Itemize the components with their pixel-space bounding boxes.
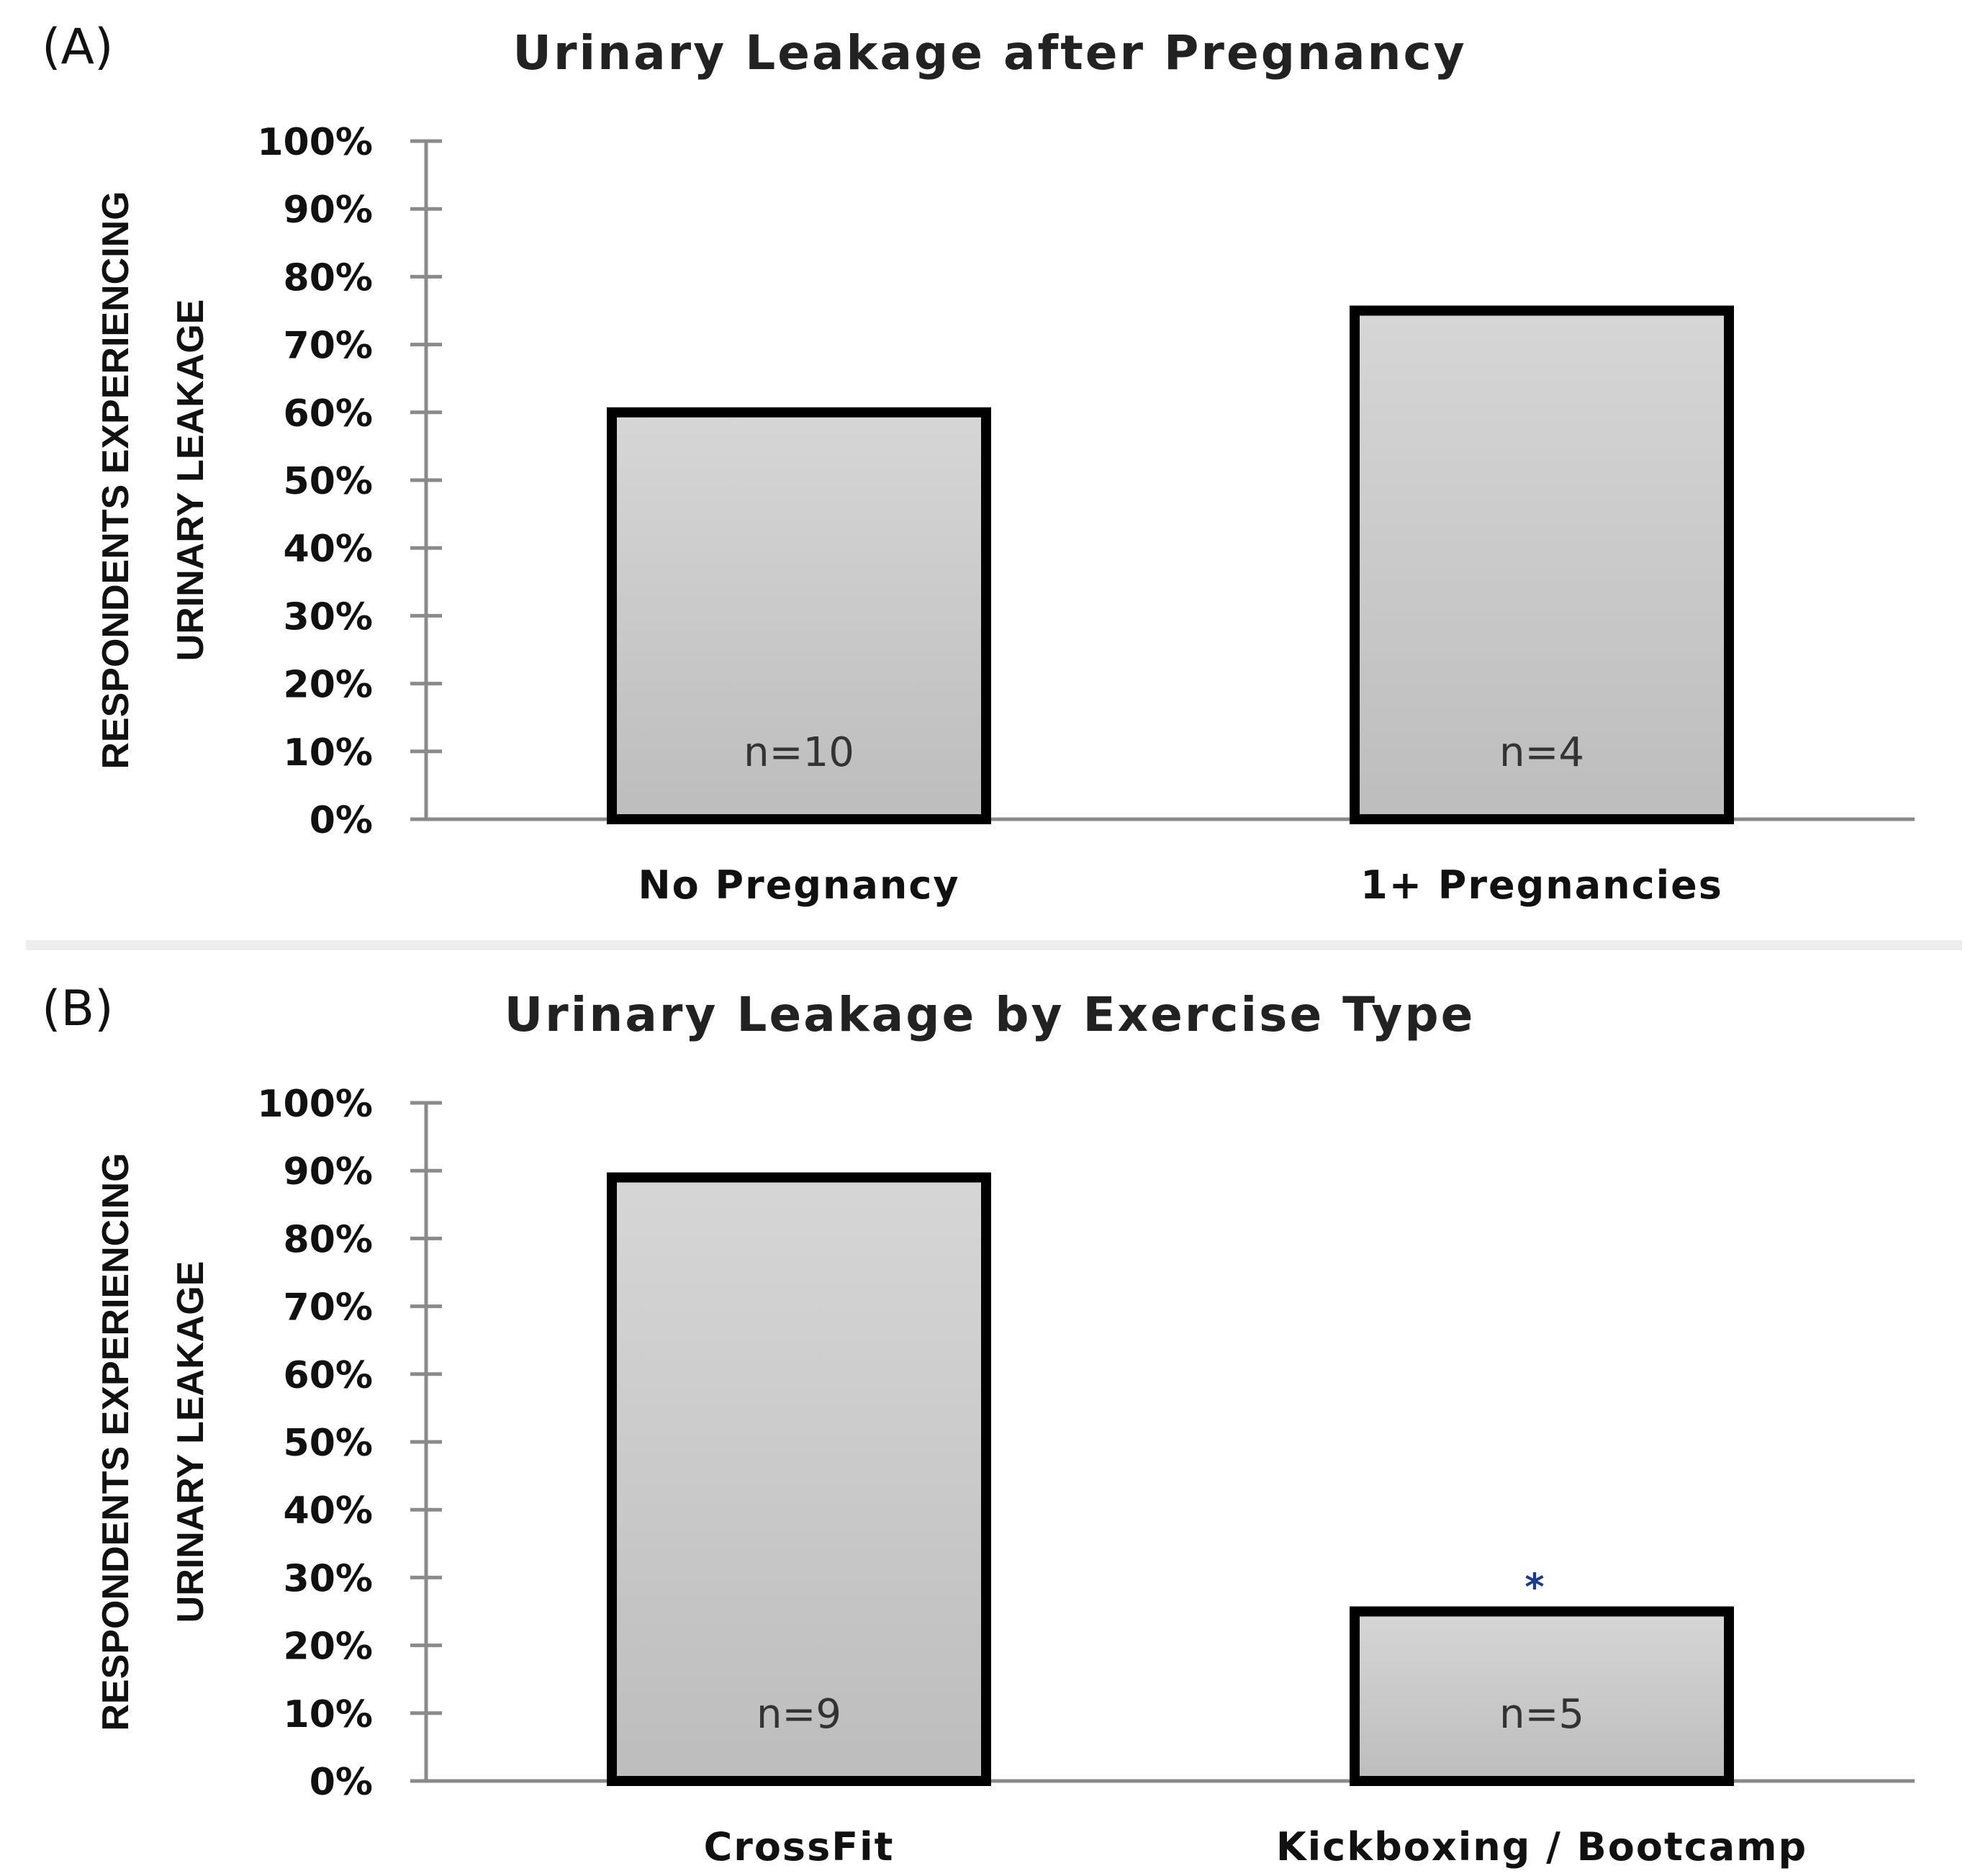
y-tick-label: 80%: [284, 256, 373, 299]
panel-divider: [26, 940, 1962, 950]
y-tick-label: 0%: [310, 799, 373, 842]
y-tick-label: 10%: [284, 1693, 373, 1736]
y-tick-label: 70%: [284, 1286, 373, 1330]
y-axis-label: RESPONDENTS EXPERIENCING URINARY LEAKAGE: [95, 191, 212, 769]
y-tick-label: 30%: [284, 595, 373, 639]
y-tick-label: 20%: [284, 664, 373, 707]
bar-1: [607, 407, 991, 824]
y-tick-label: 100%: [257, 1083, 373, 1126]
y-tick-label: 40%: [284, 528, 373, 571]
y-axis-label: RESPONDENTS EXPERIENCING URINARY LEAKAGE: [95, 1153, 212, 1731]
category-label: No Pregnancy: [638, 862, 959, 908]
y-tick-label: 90%: [284, 1150, 373, 1194]
y-axis-label-line: URINARY LEAKAGE: [170, 1261, 212, 1623]
bar-label: n=10: [744, 729, 854, 776]
y-axis-label-line: RESPONDENTS EXPERIENCING: [95, 191, 137, 769]
bar-label: n=9: [756, 1691, 841, 1738]
y-tick-label: 50%: [284, 1422, 373, 1465]
y-tick-label: 30%: [284, 1557, 373, 1600]
category-label: Kickboxing / Bootcamp: [1276, 1824, 1807, 1870]
category-label: CrossFit: [704, 1824, 895, 1870]
y-tick-label: 50%: [284, 460, 373, 503]
bar-label: n=5: [1499, 1691, 1584, 1738]
y-tick-label: 60%: [284, 392, 373, 436]
y-tick-label: 90%: [284, 189, 373, 232]
significance-marker: *: [1524, 1566, 1544, 1610]
y-tick-label: 70%: [284, 325, 373, 368]
bar-label: n=4: [1499, 729, 1584, 776]
y-tick-label: 60%: [284, 1354, 373, 1397]
y-axis-label-line: URINARY LEAKAGE: [170, 299, 212, 662]
bar-2: [1350, 305, 1734, 824]
chart-title: Urinary Leakage after Pregnancy: [512, 25, 1466, 81]
panels: (A) Urinary Leakage after Pregnancy RESPON…: [42, 19, 1915, 1870]
bar-2: [1350, 1606, 1734, 1786]
panel-label: (B): [42, 980, 114, 1037]
category-label: 1+ Pregnancies: [1360, 862, 1723, 908]
y-axis-label-line: RESPONDENTS EXPERIENCING: [95, 1153, 137, 1731]
chart-panel-a: (A) Urinary Leakage after Pregnancy RESPON…: [42, 19, 1915, 908]
panel-label: (A): [42, 19, 114, 76]
chart-panel-b: (B) Urinary Leakage by Exercise Type RESPO…: [42, 980, 1915, 1870]
y-tick-label: 20%: [284, 1625, 373, 1669]
y-tick-label: 100%: [257, 121, 373, 164]
bar-1: [607, 1172, 991, 1786]
y-tick-label: 0%: [310, 1761, 373, 1804]
y-tick-label: 40%: [284, 1489, 373, 1533]
y-tick-label: 10%: [284, 731, 373, 775]
chart-title: Urinary Leakage by Exercise Type: [505, 987, 1476, 1042]
y-tick-label: 80%: [284, 1218, 373, 1261]
